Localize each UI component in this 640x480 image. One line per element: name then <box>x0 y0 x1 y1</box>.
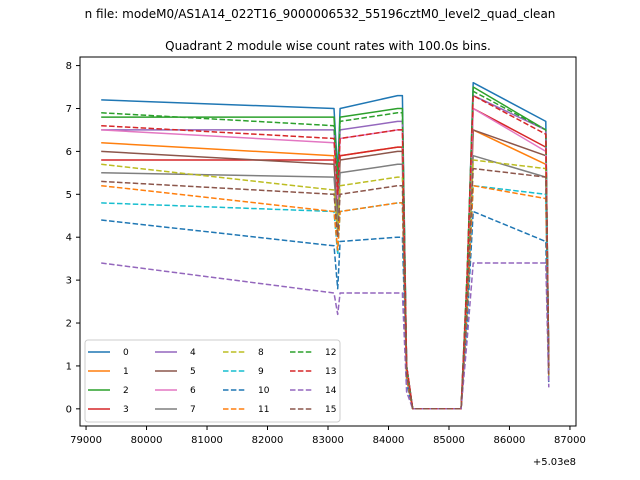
legend-label-15: 15 <box>325 405 336 415</box>
legend-label-5: 5 <box>190 367 196 377</box>
legend-label-13: 13 <box>325 367 336 377</box>
legend-label-1: 1 <box>123 367 129 377</box>
legend-label-3: 3 <box>123 405 129 415</box>
x-axis: 79000 80000 81000 82000 83000 84000 85000 86000… <box>70 426 586 446</box>
y-tick-label: 3 <box>66 276 72 287</box>
legend-label-8: 8 <box>258 348 264 358</box>
chart-title: Quadrant 2 module wise count rates with … <box>165 39 491 53</box>
series-layer <box>101 81 550 410</box>
legend-label-4: 4 <box>190 348 196 358</box>
legend-label-11: 11 <box>258 405 269 415</box>
series-line-11 <box>101 184 550 410</box>
series-line-15 <box>101 167 550 410</box>
legend-label-7: 7 <box>190 405 196 415</box>
legend-label-9: 9 <box>258 367 264 377</box>
x-tick-label: 85000 <box>433 435 465 446</box>
series-line-14 <box>101 262 550 410</box>
y-tick-label: 6 <box>66 147 72 158</box>
legend-label-0: 0 <box>123 348 129 358</box>
legend-box <box>84 339 341 423</box>
y-tick-label: 2 <box>66 319 72 330</box>
x-tick-label: 79000 <box>70 435 102 446</box>
x-tick-label: 86000 <box>494 435 526 446</box>
y-tick-label: 7 <box>66 104 72 115</box>
legend-label-14: 14 <box>325 386 337 396</box>
y-tick-label: 4 <box>66 233 72 244</box>
x-axis-offset-label: +5.03e8 <box>533 457 576 468</box>
y-axis: 0 1 2 3 4 5 6 7 8 <box>66 61 80 415</box>
x-tick-label: 80000 <box>131 435 163 446</box>
y-tick-label: 1 <box>66 361 72 372</box>
y-tick-label: 5 <box>66 190 72 201</box>
legend-label-10: 10 <box>258 386 270 396</box>
x-tick-label: 82000 <box>252 435 284 446</box>
x-tick-label: 81000 <box>191 435 223 446</box>
legend-label-6: 6 <box>190 386 196 396</box>
y-tick-label: 8 <box>66 61 72 72</box>
legend-label-12: 12 <box>325 348 336 358</box>
x-tick-label: 83000 <box>312 435 344 446</box>
legend-label-2: 2 <box>123 386 129 396</box>
figure-suptitle: n file: modeM0/AS1A14_022T16_9000006532_… <box>85 7 556 21</box>
x-tick-label: 84000 <box>373 435 405 446</box>
y-tick-label: 0 <box>66 404 72 415</box>
x-tick-label: 87000 <box>554 435 586 446</box>
